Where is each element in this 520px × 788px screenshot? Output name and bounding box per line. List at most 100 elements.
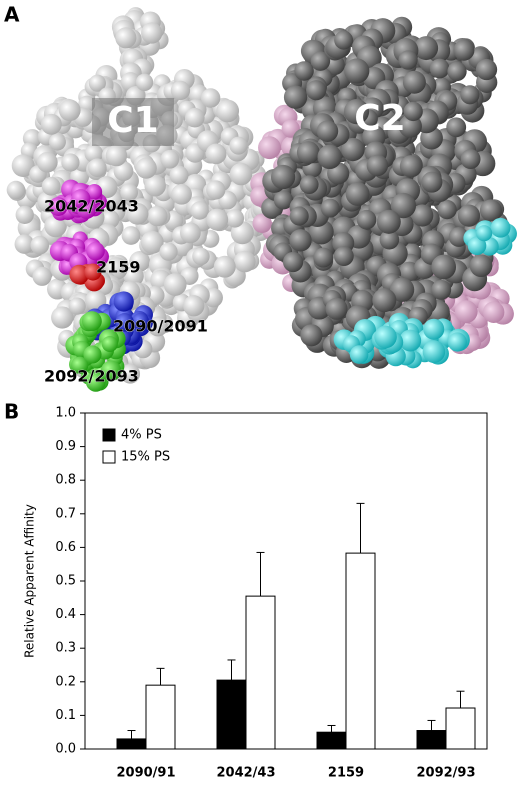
legend-label: 4% PS <box>121 428 162 443</box>
atom <box>120 183 139 202</box>
error-bar <box>427 719 436 731</box>
atom <box>294 61 314 81</box>
atom <box>252 213 272 234</box>
y-tick-label: 0.5 <box>55 574 76 589</box>
atom <box>121 226 141 245</box>
y-tick-label: 0.0 <box>55 742 76 757</box>
atom <box>192 247 210 266</box>
atom <box>87 158 107 178</box>
site-label: 2042/2043 <box>44 197 139 216</box>
panel-label: A <box>4 3 20 27</box>
atom <box>184 107 205 128</box>
bar <box>245 595 276 750</box>
atom <box>423 318 445 340</box>
atom <box>476 225 493 242</box>
atom <box>37 151 58 173</box>
atom <box>105 144 128 167</box>
atom <box>390 192 417 219</box>
atom <box>101 335 118 352</box>
atom <box>160 149 180 169</box>
atom <box>343 99 370 125</box>
bar <box>116 738 147 750</box>
y-tick-label: 0.3 <box>55 641 76 656</box>
legend-swatch <box>102 428 116 442</box>
site-label: 2159 <box>96 258 141 277</box>
bar <box>416 730 447 750</box>
atom <box>299 175 319 195</box>
atom <box>61 153 80 172</box>
atom <box>88 74 106 92</box>
atom <box>469 254 493 278</box>
domain-label: C2 <box>354 98 405 139</box>
atom <box>171 183 192 205</box>
y-tick-label: 1.0 <box>55 406 76 421</box>
atom <box>48 133 66 151</box>
bar <box>316 731 347 750</box>
atom <box>403 101 423 122</box>
atom <box>135 73 154 91</box>
atom <box>123 266 144 287</box>
atom <box>183 295 205 317</box>
atom <box>100 360 122 381</box>
atom <box>334 246 354 267</box>
atom <box>306 80 327 101</box>
bar <box>145 684 176 750</box>
atom <box>169 165 189 185</box>
atom <box>356 209 377 230</box>
atom <box>389 277 415 302</box>
atom <box>379 229 400 250</box>
atom <box>349 345 369 364</box>
label-box <box>92 98 174 146</box>
atom <box>86 241 105 261</box>
error-bar <box>256 551 265 597</box>
atom <box>11 154 35 178</box>
y-tick-label: 0.9 <box>55 439 76 454</box>
atom <box>454 300 478 324</box>
atom <box>258 136 281 160</box>
atom <box>289 229 312 252</box>
error-bar <box>227 659 236 681</box>
atom <box>467 236 487 256</box>
atom <box>344 58 370 84</box>
atom <box>147 205 168 227</box>
atom <box>300 324 323 347</box>
x-tick-label: 2159 <box>328 766 364 781</box>
y-tick-label: 0.6 <box>55 540 76 555</box>
atom <box>163 273 187 296</box>
atom <box>131 312 150 330</box>
atom <box>140 230 164 254</box>
atom <box>200 88 221 108</box>
atom <box>376 209 401 234</box>
atom <box>402 70 426 94</box>
atom <box>229 136 248 155</box>
y-tick-label: 0.4 <box>55 607 76 622</box>
atom <box>120 363 141 384</box>
atom <box>144 175 166 197</box>
atom <box>40 113 62 135</box>
atom <box>51 306 74 329</box>
atom <box>490 217 511 238</box>
atom <box>147 316 168 337</box>
error-bar <box>127 730 136 739</box>
panel-label: B <box>4 400 19 424</box>
atom <box>170 80 191 101</box>
atom <box>81 311 102 332</box>
y-tick-label: 0.1 <box>55 708 76 723</box>
atom <box>113 291 134 312</box>
atom <box>399 155 423 178</box>
atom <box>437 199 457 220</box>
x-tick-label: 2090/91 <box>116 766 175 781</box>
atom <box>270 164 296 190</box>
atom <box>115 27 137 49</box>
atom <box>325 297 348 320</box>
atom <box>71 356 89 374</box>
atom <box>6 180 26 200</box>
atom <box>431 279 452 300</box>
legend-label: 15% PS <box>121 450 170 465</box>
atom <box>233 250 256 273</box>
atom <box>453 39 475 61</box>
y-tick-label: 0.8 <box>55 473 76 488</box>
atom <box>296 141 320 164</box>
atom <box>206 208 229 231</box>
